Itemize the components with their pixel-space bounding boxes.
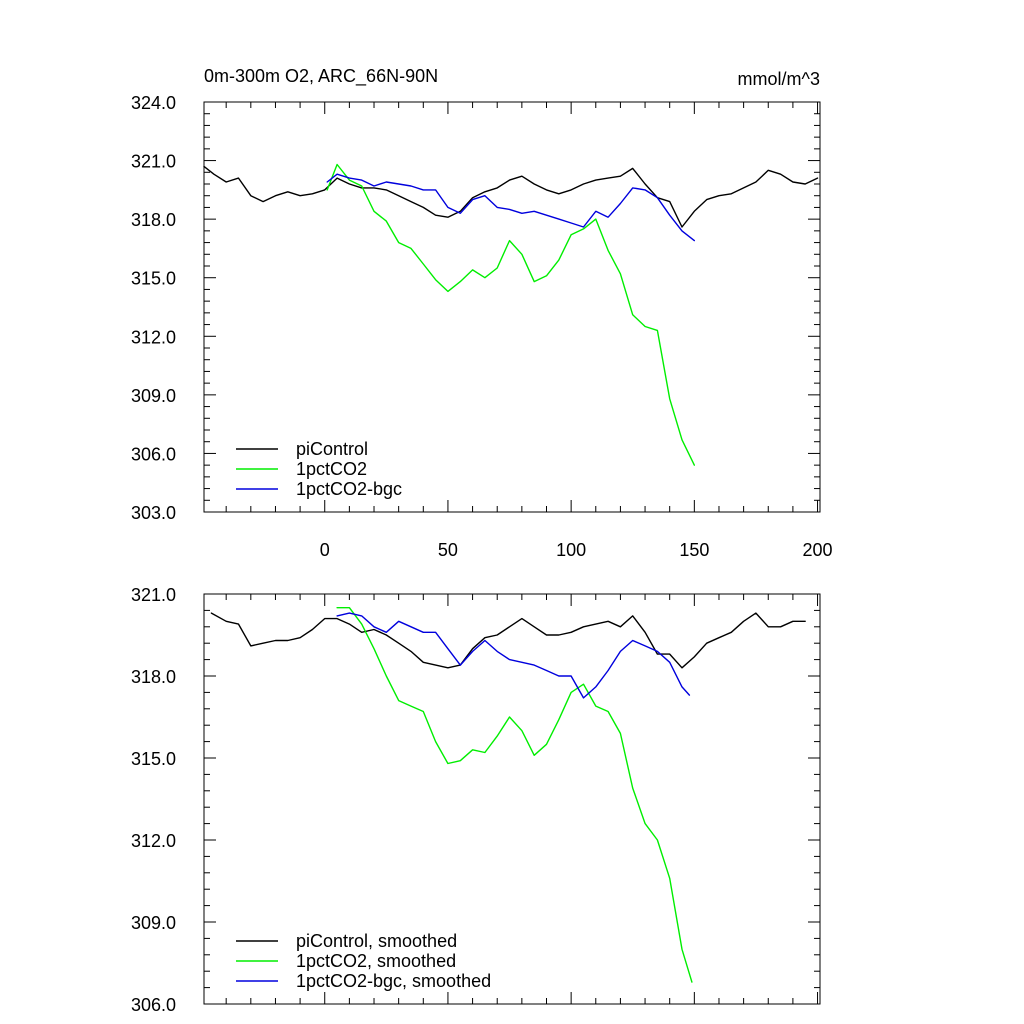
top-y-tick-labels: 303.0 306.0 309.0 312.0 315.0 318.0 321.0 324.0: [131, 93, 176, 523]
top-plot-frame: [203, 101, 821, 513]
y-tick-label: 309.0: [131, 913, 176, 933]
legend-label: 1pctCO2: [296, 459, 367, 479]
y-tick-label: 306.0: [131, 995, 176, 1015]
legend-label: 1pctCO2-bgc: [296, 479, 402, 499]
bottom-y-tick-labels: 306.0 309.0 312.0 315.0 318.0 321.0: [131, 585, 176, 1015]
legend-label: 1pctCO2-bgc, smoothed: [296, 971, 491, 991]
y-tick-label: 318.0: [131, 667, 176, 687]
legend-label: piControl: [296, 439, 368, 459]
legend-label: 1pctCO2, smoothed: [296, 951, 456, 971]
x-tick-label: 200: [803, 540, 833, 560]
bottom-panel: 306.0 309.0 312.0 315.0 318.0 321.0 piControl…: [131, 585, 821, 1015]
x-tick-label: 0: [320, 540, 330, 560]
series-line-1pctco2-bgc: [326, 173, 695, 242]
top-x-tick-labels: 0 50 100 150 200: [320, 540, 833, 560]
chart-title: 0m-300m O2, ARC_66N-90N: [204, 66, 438, 87]
top-plot-series: [203, 163, 819, 466]
y-tick-label: 315.0: [131, 269, 176, 289]
top-panel: 303.0 306.0 309.0 312.0 315.0 318.0 321.0 324.0…: [131, 93, 833, 560]
y-tick-label: 315.0: [131, 749, 176, 769]
y-tick-label: 306.0: [131, 444, 176, 464]
y-tick-label: 303.0: [131, 503, 176, 523]
series-line-1pctco2-smoothed: [336, 607, 693, 983]
series-line-picontrol: [203, 165, 819, 228]
bottom-plot-frame: [203, 593, 821, 1005]
y-tick-label: 321.0: [131, 152, 176, 172]
y-tick-label: 321.0: [131, 585, 176, 605]
bottom-axis-ticks: [204, 593, 820, 1005]
x-tick-label: 150: [679, 540, 709, 560]
y-tick-label: 324.0: [131, 93, 176, 113]
x-tick-label: 100: [556, 540, 586, 560]
y-tick-label: 309.0: [131, 386, 176, 406]
series-line-picontrol-smoothed: [210, 612, 806, 669]
y-tick-label: 312.0: [131, 327, 176, 347]
series-line-1pctco2: [326, 163, 695, 466]
x-tick-label: 50: [438, 540, 458, 560]
top-axis-ticks: [204, 101, 820, 513]
series-line-1pctco2-bgc-smoothed: [336, 612, 691, 699]
y-tick-label: 312.0: [131, 831, 176, 851]
bottom-plot-series: [210, 607, 806, 983]
legend-label: piControl, smoothed: [296, 931, 457, 951]
y-tick-label: 318.0: [131, 210, 176, 230]
units-label: mmol/m^3: [738, 69, 820, 89]
